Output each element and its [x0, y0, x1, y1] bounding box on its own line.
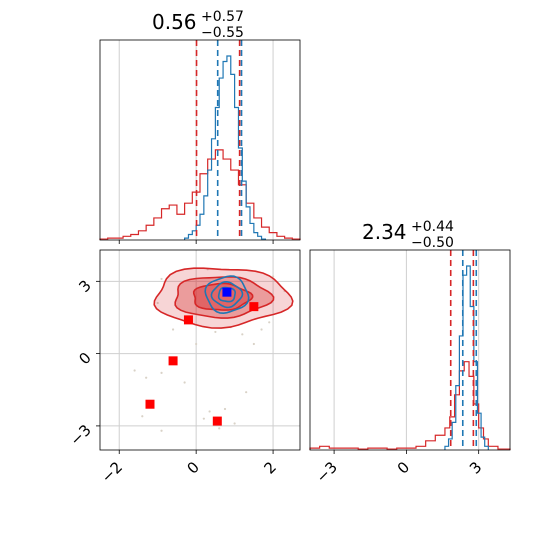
sample-point	[208, 410, 211, 413]
bottom-left-contour-panel: −2 0 2 3 0 −3	[66, 249, 301, 486]
y-tick-label: 0	[75, 349, 94, 368]
bottom-right-title: 2.34 +0.44 −0.50	[362, 219, 454, 251]
panel-frame	[99, 39, 301, 241]
red-square-marker	[168, 356, 178, 366]
sample-point	[156, 301, 159, 305]
bottom-right-title-plus: +0.44	[411, 219, 454, 235]
sample-point	[214, 330, 217, 334]
top-left-title-plus: +0.57	[201, 9, 244, 25]
red-square-marker	[212, 416, 222, 426]
sample-point	[218, 427, 221, 430]
sample-point	[145, 376, 148, 379]
histogram-series-red	[99, 149, 301, 240]
sample-point	[195, 342, 198, 346]
top-left-title: 0.56 +0.57 −0.55	[152, 9, 244, 41]
x-tick-label: 0	[394, 458, 413, 477]
x-tick-label: −2	[98, 458, 126, 486]
x-tick-label: 2	[260, 458, 279, 477]
bottom-right-title-value: 2.34	[362, 220, 407, 244]
bottom-right-histogram-panel: −3 0 3	[309, 249, 511, 486]
x-tick-label: −3	[313, 458, 341, 486]
y-tick-label: −3	[66, 421, 94, 449]
blue-contour-level	[210, 280, 244, 309]
panel-frame	[309, 249, 511, 451]
sample-point	[171, 328, 175, 331]
x-tick-label: 0	[184, 458, 203, 477]
red-square-marker	[249, 302, 259, 312]
top-left-title-minus: −0.55	[201, 25, 244, 41]
blue-contour-level	[204, 275, 250, 315]
sample-point	[133, 369, 136, 372]
sample-point	[271, 275, 275, 278]
sample-point	[160, 371, 163, 374]
red-square-marker	[145, 399, 155, 409]
sample-point	[241, 333, 244, 336]
histogram-series-red	[309, 361, 511, 450]
sample-point	[202, 417, 205, 420]
sample-point	[141, 415, 144, 418]
sample-point	[245, 391, 248, 394]
sample-point	[160, 277, 163, 281]
histogram-series-blue	[444, 265, 489, 450]
y-tick-label: 3	[75, 276, 94, 295]
sample-point	[260, 328, 263, 331]
top-left-title-value: 0.56	[152, 10, 197, 34]
top-left-histogram-panel	[99, 39, 301, 244]
bottom-right-title-minus: −0.50	[411, 235, 454, 251]
sample-point	[223, 407, 227, 411]
sample-point	[268, 321, 271, 324]
blue-square-marker	[222, 287, 232, 297]
sample-point	[160, 429, 163, 432]
sample-point	[183, 381, 186, 384]
x-tick-label: 3	[466, 458, 485, 477]
sample-point	[233, 422, 236, 425]
sample-point	[252, 342, 255, 346]
panel-frame	[99, 249, 301, 451]
red-square-marker	[183, 315, 193, 325]
